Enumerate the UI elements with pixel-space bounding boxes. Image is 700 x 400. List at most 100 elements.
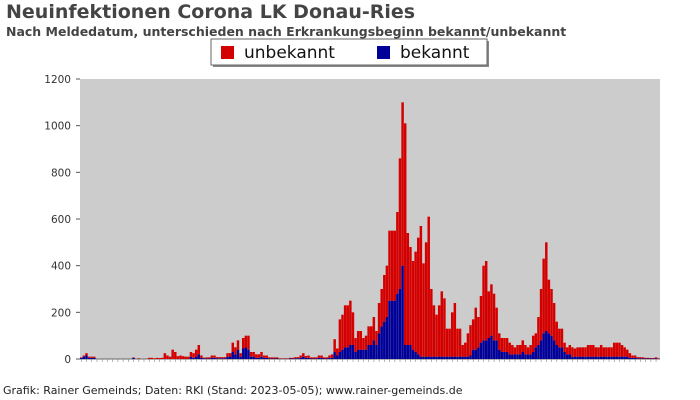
bar-bekannt bbox=[479, 342, 483, 359]
bar-unbekannt bbox=[197, 345, 201, 355]
bar-bekannt bbox=[437, 356, 441, 359]
legend-item-unbekannt-swatch bbox=[221, 46, 234, 59]
bar-bekannt bbox=[226, 356, 229, 359]
x-ticks bbox=[81, 359, 657, 362]
bar-unbekannt bbox=[492, 293, 496, 341]
bar-unbekannt bbox=[448, 328, 451, 357]
bar-unbekannt bbox=[176, 356, 180, 359]
bar-unbekannt bbox=[213, 355, 216, 358]
bar-bekannt bbox=[213, 357, 216, 359]
bar-bekannt bbox=[571, 356, 574, 359]
bar-unbekannt bbox=[362, 338, 365, 350]
bar-unbekannt bbox=[309, 357, 313, 359]
bar-unbekannt bbox=[618, 342, 621, 357]
bar-bekannt bbox=[628, 357, 632, 359]
bar-bekannt bbox=[307, 357, 310, 359]
bar-bekannt bbox=[568, 354, 572, 359]
bar-unbekannt bbox=[594, 347, 598, 357]
bar-bekannt bbox=[560, 347, 564, 359]
bar-bekannt bbox=[639, 358, 642, 359]
bar-unbekannt bbox=[524, 345, 527, 355]
bar-unbekannt bbox=[589, 345, 592, 357]
bar-bekannt bbox=[558, 347, 561, 359]
bar-bekannt bbox=[93, 357, 96, 359]
bar-unbekannt bbox=[168, 356, 172, 359]
bar-unbekannt bbox=[568, 345, 572, 355]
bar-bekannt bbox=[633, 357, 637, 359]
bar-unbekannt bbox=[137, 358, 140, 359]
bar-unbekannt bbox=[171, 349, 174, 359]
bar-bekannt bbox=[215, 358, 219, 359]
bar-unbekannt bbox=[341, 314, 344, 350]
bar-unbekannt bbox=[477, 317, 480, 348]
bar-unbekannt bbox=[641, 357, 645, 359]
bar-unbekannt bbox=[189, 352, 193, 357]
bar-bekannt bbox=[422, 356, 425, 359]
bar-unbekannt bbox=[349, 300, 352, 345]
bar-bekannt bbox=[581, 356, 585, 359]
bar-bekannt bbox=[252, 356, 255, 359]
bar-bekannt bbox=[82, 356, 86, 359]
bar-bekannt bbox=[490, 335, 493, 359]
bar-unbekannt bbox=[249, 352, 253, 357]
bar-bekannt bbox=[364, 349, 368, 359]
bar-unbekannt bbox=[636, 357, 639, 359]
bar-unbekannt bbox=[372, 317, 376, 341]
bar-unbekannt bbox=[612, 342, 616, 357]
bar-unbekannt bbox=[325, 357, 329, 359]
bar-unbekannt bbox=[383, 275, 386, 322]
bar-bekannt bbox=[618, 356, 621, 359]
bar-unbekannt bbox=[605, 347, 608, 357]
bar-unbekannt bbox=[234, 347, 237, 355]
bar-bekannt bbox=[351, 345, 355, 359]
bar-unbekannt bbox=[498, 333, 501, 350]
bar-bekannt bbox=[255, 357, 258, 359]
bar-unbekannt bbox=[262, 355, 266, 358]
bar-unbekannt bbox=[208, 357, 211, 359]
bar-unbekannt bbox=[495, 307, 498, 341]
bar-unbekannt bbox=[620, 345, 624, 357]
bar-unbekannt bbox=[576, 347, 579, 357]
bar-bekannt bbox=[367, 345, 370, 359]
bar-unbekannt bbox=[450, 312, 454, 357]
chart-title: Neuinfektionen Corona LK Donau-Ries bbox=[6, 1, 416, 23]
bar-unbekannt bbox=[299, 355, 302, 358]
bar-bekannt bbox=[513, 354, 517, 359]
bar-bekannt bbox=[249, 356, 253, 359]
bar-bekannt bbox=[341, 349, 344, 359]
bar-bekannt bbox=[343, 347, 347, 359]
bar-bekannt bbox=[500, 352, 504, 359]
y-tick-label: 400 bbox=[51, 261, 71, 273]
bar-bekannt bbox=[349, 345, 352, 359]
bars bbox=[80, 102, 660, 359]
bar-unbekannt bbox=[385, 265, 389, 317]
bar-bekannt bbox=[464, 356, 467, 359]
bar-bekannt bbox=[302, 356, 305, 359]
bar-bekannt bbox=[461, 356, 464, 359]
bar-unbekannt bbox=[484, 261, 488, 341]
bar-bekannt bbox=[257, 357, 261, 359]
bar-bekannt bbox=[294, 358, 297, 359]
bar-unbekannt bbox=[542, 258, 545, 334]
y-tick-label: 1000 bbox=[44, 121, 71, 133]
bar-unbekannt bbox=[435, 314, 438, 357]
bar-unbekannt bbox=[550, 289, 553, 336]
bar-unbekannt bbox=[239, 353, 242, 357]
bar-unbekannt bbox=[516, 345, 519, 355]
bar-bekannt bbox=[471, 349, 475, 359]
bar-bekannt bbox=[550, 335, 553, 359]
bar-bekannt bbox=[563, 352, 566, 359]
bar-bekannt bbox=[492, 340, 496, 359]
bar-bekannt bbox=[443, 356, 446, 359]
bar-unbekannt bbox=[602, 347, 606, 357]
bar-bekannt bbox=[542, 333, 545, 359]
y-tick-label: 200 bbox=[51, 307, 71, 319]
bar-bekannt bbox=[328, 357, 331, 359]
bar-unbekannt bbox=[479, 296, 483, 343]
bar-bekannt bbox=[432, 356, 436, 359]
bar-unbekannt bbox=[275, 357, 279, 359]
bar-unbekannt bbox=[179, 355, 182, 359]
bar-unbekannt bbox=[166, 355, 169, 359]
bar-unbekannt bbox=[409, 247, 412, 345]
bar-unbekannt bbox=[393, 230, 396, 301]
